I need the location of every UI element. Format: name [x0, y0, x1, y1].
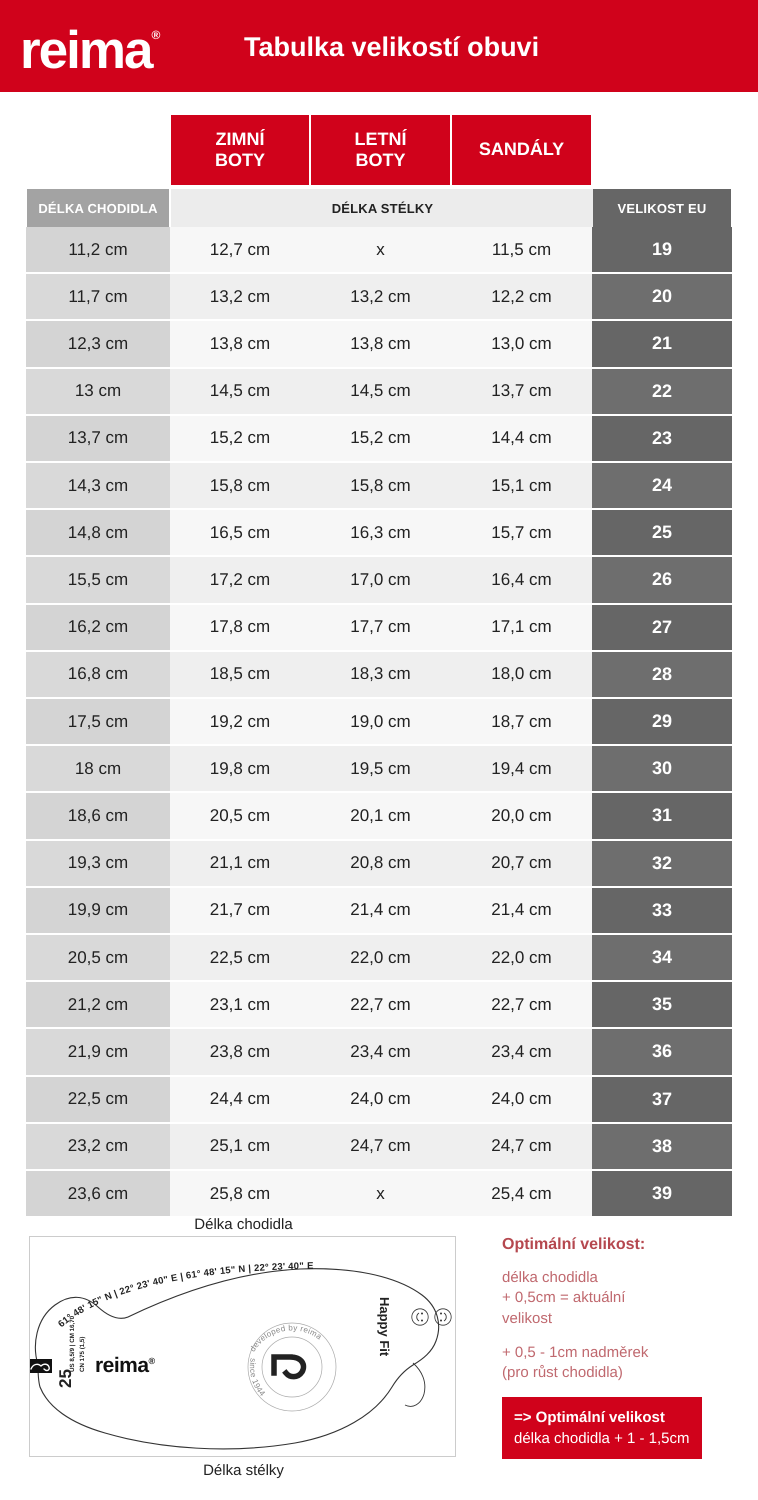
- svg-text:61° 48' 15" N | 22° 23' 40" E: 61° 48' 15" N | 22° 23' 40" E | 61° 48' …: [56, 1261, 313, 1330]
